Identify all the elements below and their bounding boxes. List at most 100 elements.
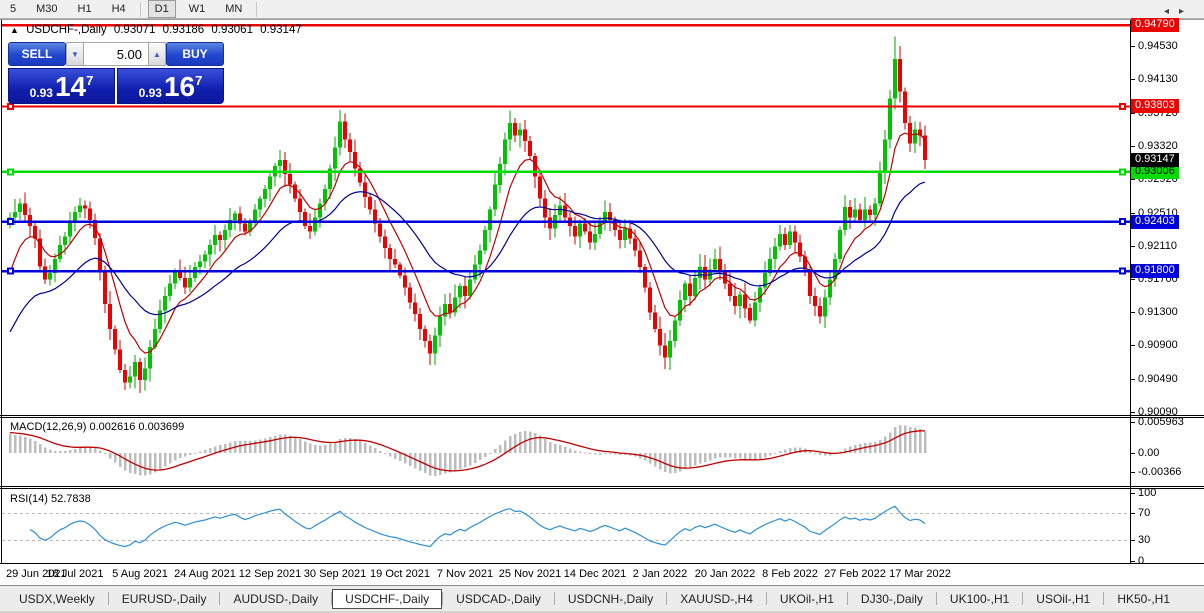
candle-down (183, 277, 187, 288)
candle-down (728, 283, 732, 296)
macd-axis-label: 0.00 (1138, 447, 1160, 459)
buy-price-sup: 7 (195, 73, 203, 88)
macd-histogram-bar (679, 453, 682, 472)
candle-up (13, 211, 17, 218)
volume-input[interactable] (84, 42, 148, 66)
y-tick (1130, 146, 1135, 147)
candle-down (583, 223, 587, 232)
candle-up (133, 361, 137, 377)
candle-down (383, 236, 387, 249)
rsi-axis-label: 100 (1138, 487, 1157, 499)
rsi-label: RSI(14) 52.7838 (10, 493, 91, 505)
macd-histogram-bar (194, 453, 197, 454)
candle-up (668, 341, 672, 358)
rsi-axis-label: 70 (1138, 507, 1151, 519)
macd-histogram-bar (399, 453, 402, 462)
candle-down (818, 305, 822, 317)
tab-xauusd-h4[interactable]: XAUUSD-,H4 (680, 591, 753, 606)
macd-histogram-bar (694, 453, 697, 466)
tab-usoil-h1[interactable]: USOil-,H1 (1036, 591, 1091, 606)
macd-histogram-bar (409, 453, 412, 466)
tab-scroll-right-icon[interactable]: ▸ (1178, 6, 1194, 17)
volume-down-button[interactable]: ▼ (66, 42, 84, 66)
timeframe-button-h4[interactable]: H4 (111, 3, 126, 15)
collapse-trade-panel-icon[interactable]: ▲ (10, 25, 19, 35)
candle-down (343, 121, 347, 140)
macd-histogram-bar (49, 449, 52, 453)
y-axis-label: 0.90090 (1138, 406, 1178, 418)
candle-down (103, 271, 107, 305)
candle-down (83, 205, 87, 209)
tab-hk50-h1[interactable]: HK50-,H1 (1117, 591, 1170, 606)
candle-down (718, 258, 722, 272)
symbol-tab-bar: USDX,Weekly EURUSD-,Daily AUDUSD-,Daily USD… (0, 585, 1204, 611)
macd-histogram-bar (379, 450, 382, 453)
candle-down (118, 349, 122, 370)
candle-up (248, 221, 252, 232)
macd-histogram-bar (334, 441, 337, 453)
sell-price-prefix: 0.93 (29, 86, 53, 100)
timeframe-button-w1[interactable]: W1 (188, 3, 206, 15)
macd-histogram-bar (14, 434, 17, 453)
buy-price-prefix: 0.93 (138, 86, 162, 100)
timeframe-button-5[interactable]: 5 (10, 3, 17, 15)
candle-up (678, 300, 682, 321)
tab-dj30-daily[interactable]: DJ30-,Daily (860, 591, 923, 606)
volume-up-button[interactable]: ▲ (148, 42, 166, 66)
y-axis-label: 0.90490 (1138, 373, 1178, 385)
tab-eurusd-daily[interactable]: EURUSD-,Daily (121, 591, 207, 606)
candle-down (178, 271, 182, 278)
tab-usdchf-daily[interactable]: USDCHF-,Daily (332, 588, 443, 609)
candle-down (658, 328, 662, 346)
candle-up (223, 230, 227, 240)
macd-histogram-bar (504, 440, 507, 453)
buy-button[interactable]: BUY (166, 42, 224, 66)
timeframe-button-mn[interactable]: MN (225, 3, 243, 15)
macd-histogram-bar (39, 444, 42, 453)
tab-audusd-daily[interactable]: AUDUSD-,Daily (233, 591, 319, 606)
tab-divider (442, 592, 444, 605)
macd-canvas (9, 425, 927, 476)
macd-histogram-bar (614, 453, 617, 455)
tab-usdx-weekly[interactable]: USDX,Weekly (19, 591, 95, 606)
tab-uk100-h1[interactable]: UK100-,H1 (949, 591, 1010, 606)
timeframe-button-d1[interactable]: D1 (147, 0, 176, 18)
tab-usdcnh-daily[interactable]: USDCNH-,Daily (567, 591, 654, 606)
ma-slow-blue (9, 181, 926, 333)
timeframe-button-h1[interactable]: H1 (77, 3, 92, 15)
macd-histogram-bar (529, 431, 532, 453)
macd-histogram-bar (359, 440, 362, 453)
macd-histogram-bar (164, 453, 167, 467)
tab-scroll-left-icon[interactable]: ◂ (1163, 6, 1179, 17)
candle-down (723, 271, 727, 284)
tab-usdcad-daily[interactable]: USDCAD-,Daily (456, 591, 541, 606)
candle-up (828, 279, 832, 298)
macd-histogram-bar (789, 448, 792, 453)
candle-up (508, 123, 512, 140)
sell-price-big: 14 (54, 71, 87, 102)
macd-histogram-bar (324, 444, 327, 453)
candle-up (698, 267, 702, 278)
sell-price-display[interactable]: 0.93 14 7 (8, 68, 115, 104)
candle-down (98, 238, 102, 272)
separator-macd-rsi[interactable] (0, 486, 1204, 487)
macd-histogram-bar (759, 453, 762, 459)
candle-up (63, 236, 67, 245)
symbol-period-label: USDCHF-,Daily (26, 24, 107, 36)
timeframe-toolbar: 5 M30 H1 H4 D1 W1 MN (0, 0, 1204, 19)
candle-down (848, 207, 852, 218)
separator-main-macd[interactable] (0, 415, 1204, 416)
macd-histogram-bar (204, 449, 207, 453)
line-anchor-dot (9, 170, 12, 174)
buy-price-display[interactable]: 0.93 16 7 (117, 68, 224, 104)
timeframe-button-m30[interactable]: M30 (36, 3, 58, 15)
line-anchor-dot (9, 269, 12, 273)
macd-histogram-bar (889, 432, 892, 453)
macd-histogram-bar (349, 438, 352, 453)
candle-up (913, 129, 917, 144)
sell-button[interactable]: SELL (8, 42, 66, 66)
tab-ukoil-h1[interactable]: UKOil-,H1 (779, 591, 834, 606)
date-label: 18 Jul 2021 (46, 568, 104, 580)
macd-histogram-bar (274, 435, 277, 453)
macd-histogram-bar (89, 447, 92, 453)
